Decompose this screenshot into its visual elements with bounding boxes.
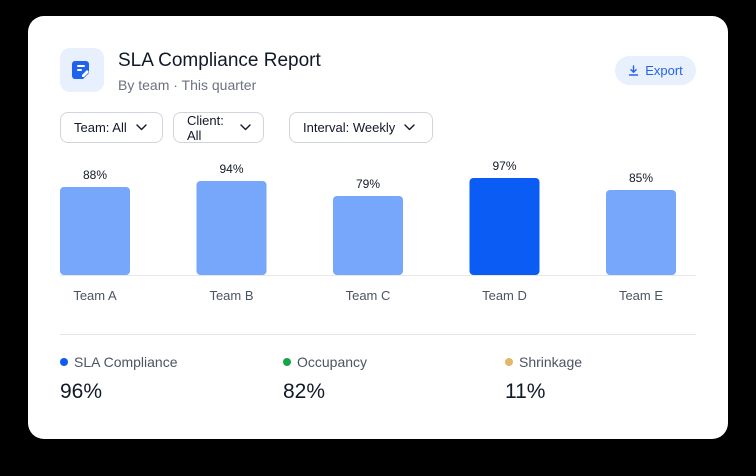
metric-label: Shrinkage: [519, 354, 583, 370]
x-tick-label: Team B: [209, 288, 253, 303]
client-filter-dropdown[interactable]: Client: All: [173, 112, 264, 143]
divider: [60, 334, 696, 335]
occupancy-dot: [283, 358, 291, 366]
sla-compliance-dot: [60, 358, 68, 366]
team-filter-dropdown[interactable]: Team: All: [60, 112, 163, 143]
bar-value-label: 94%: [219, 162, 243, 176]
x-tick-label: Team E: [619, 288, 663, 303]
page-title: SLA Compliance Report: [118, 50, 321, 71]
chevron-down-icon: [240, 124, 251, 131]
bar-team-c: [333, 196, 403, 275]
export-button[interactable]: Export: [615, 56, 696, 85]
interval-filter-dropdown[interactable]: Interval: Weekly: [289, 112, 433, 143]
metric-sla-compliance: SLA Compliance 96%: [60, 354, 178, 404]
metric-label: Occupancy: [297, 354, 368, 370]
bar-value-label: 97%: [492, 159, 516, 173]
metric-label: SLA Compliance: [74, 354, 178, 370]
document-edit-icon: [60, 48, 104, 92]
sla-bar-chart: 88% Team A 94% Team B 79% Team C 97% Team D 85% T…: [60, 159, 696, 303]
download-icon: [629, 65, 639, 76]
bar-team-b: [196, 181, 267, 275]
x-tick-label: Team C: [346, 288, 391, 303]
shrinkage-dot: [505, 358, 513, 366]
x-tick-label: Team D: [482, 288, 527, 303]
metric-value: 11%: [505, 380, 546, 403]
page-subtitle: By team · This quarter: [118, 77, 257, 93]
metric-occupancy: Occupancy 82%: [283, 354, 367, 404]
metric-shrinkage: Shrinkage 11%: [505, 354, 582, 404]
chevron-down-icon: [404, 124, 415, 131]
export-label: Export: [645, 63, 683, 78]
x-tick-label: Team A: [73, 288, 117, 303]
interval-filter-label: Interval: Weekly: [303, 120, 396, 135]
metric-value: 96%: [60, 380, 103, 403]
chevron-down-icon: [136, 124, 147, 131]
client-filter-label: Client: All: [187, 112, 224, 143]
bar-value-label: 88%: [83, 168, 107, 182]
bar-value-label: 85%: [629, 171, 653, 185]
bar-value-label: 79%: [356, 177, 380, 191]
metric-value: 82%: [283, 380, 326, 403]
bar-team-e: [606, 190, 676, 275]
bar-team-a: [60, 187, 130, 275]
report-card: SLA Compliance Report By team · This qua…: [28, 16, 728, 439]
team-filter-label: Team: All: [74, 120, 127, 135]
bar-team-d: [469, 178, 540, 275]
